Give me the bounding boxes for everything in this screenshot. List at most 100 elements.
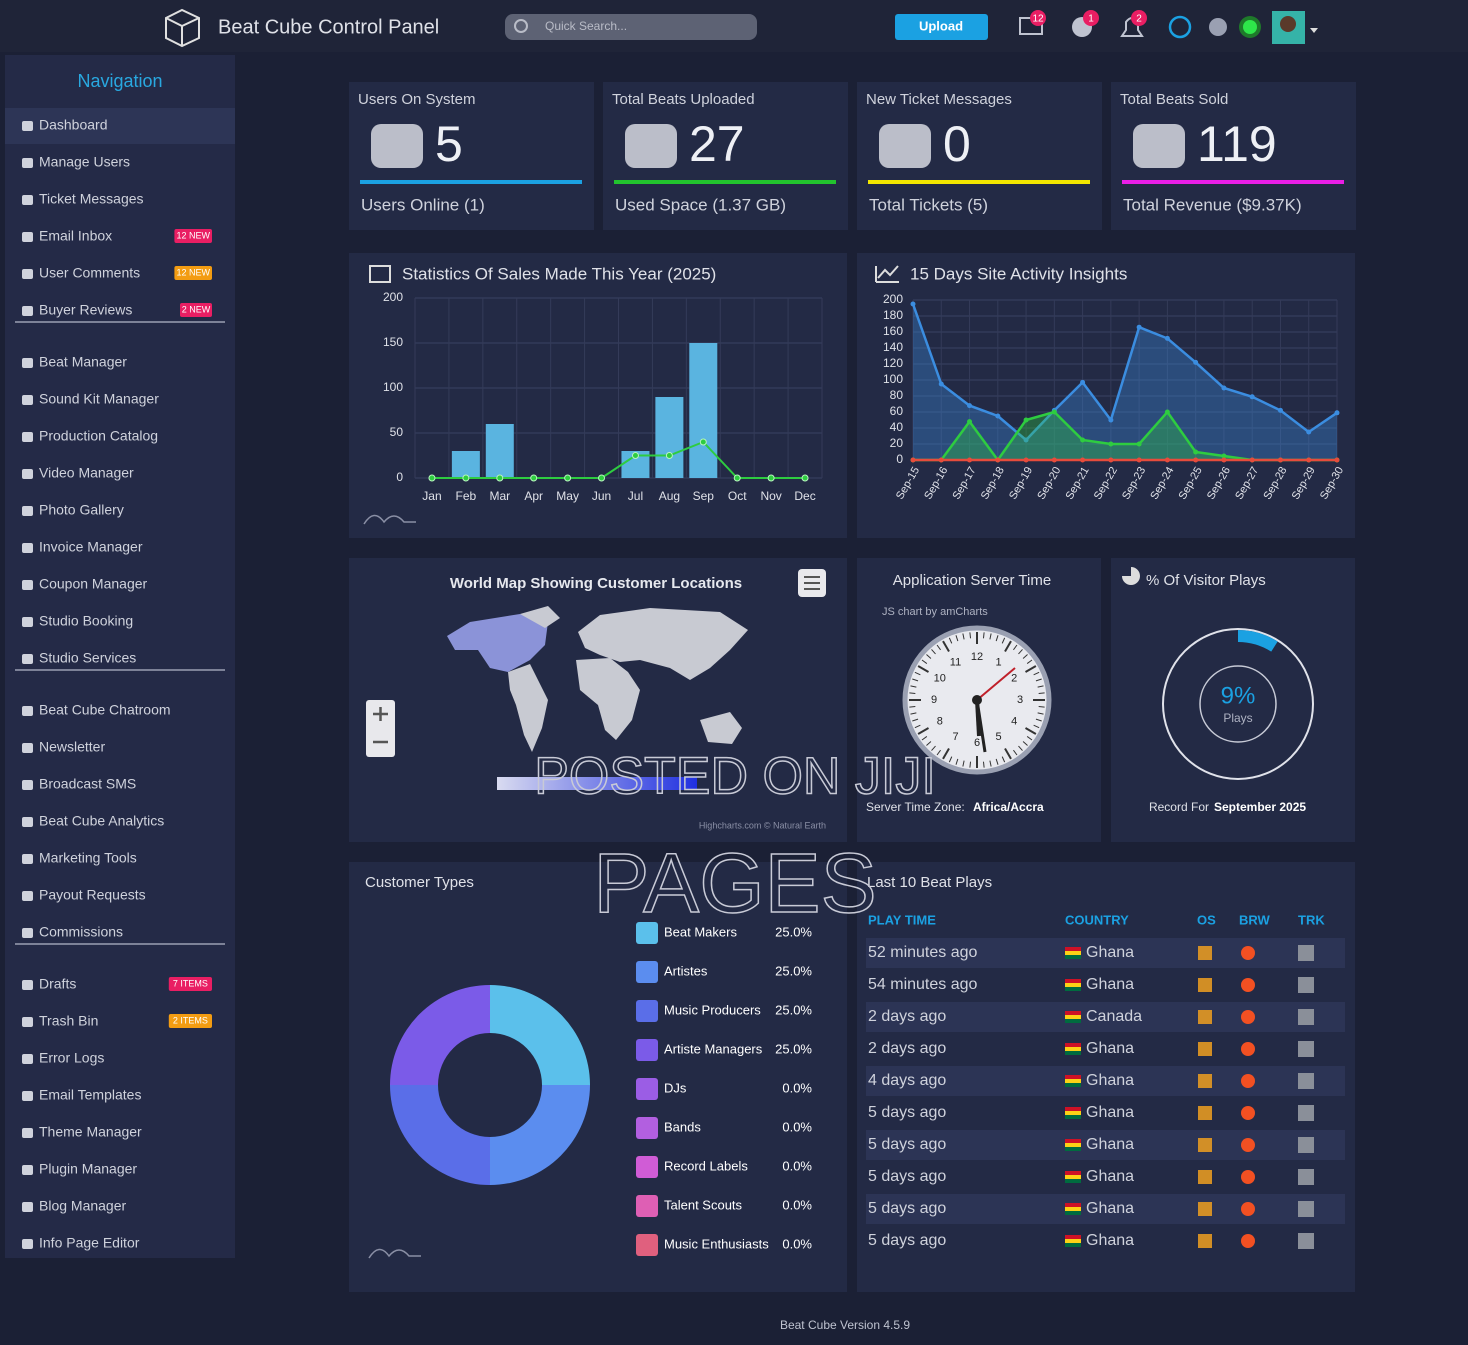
line-point: [1221, 457, 1227, 463]
nav-item[interactable]: Theme Manager: [39, 1124, 142, 1140]
clock-numeral: 5: [995, 731, 1001, 743]
search-box[interactable]: [505, 14, 757, 40]
nav-item[interactable]: Studio Services: [39, 650, 136, 666]
line-point: [1334, 457, 1340, 463]
nav-item[interactable]: User Comments: [39, 265, 140, 281]
nav-item[interactable]: Newsletter: [39, 739, 105, 755]
nav-item[interactable]: Ticket Messages: [39, 191, 144, 207]
clock-tick: [931, 745, 936, 751]
nav-item[interactable]: Buyer Reviews: [39, 302, 132, 318]
flag: [1065, 1015, 1081, 1019]
x-tick-label: Nov: [760, 489, 781, 503]
clock-numeral: 4: [1011, 715, 1017, 727]
nav-item[interactable]: Commissions: [39, 924, 123, 940]
country: Ghana: [1086, 1168, 1134, 1185]
x-tick-label: Mar: [489, 489, 510, 503]
clock-tick: [1035, 718, 1042, 722]
line-point: [1164, 457, 1170, 463]
line-point: [1080, 437, 1086, 443]
os-icon: [1198, 1170, 1212, 1184]
nav-item[interactable]: Beat Cube Chatroom: [39, 702, 171, 718]
upload-button[interactable]: [895, 14, 988, 40]
os-icon: [1198, 1138, 1212, 1152]
clock-numeral: 9: [931, 694, 937, 706]
legend-value: 0.0%: [782, 1119, 812, 1134]
line-point: [1080, 379, 1086, 385]
nav-item[interactable]: Payout Requests: [39, 887, 146, 903]
clock-tick: [1004, 640, 1012, 653]
card-footer: Used Space (1.37 GB): [615, 195, 786, 214]
clock-tick: [948, 637, 953, 644]
legend-label: Music Enthusiasts: [664, 1236, 769, 1251]
line-point: [1108, 457, 1114, 463]
nav-item[interactable]: Video Manager: [39, 465, 134, 481]
nav-icon: [22, 817, 33, 827]
clock-tick: [912, 678, 919, 682]
legend-swatch: [636, 922, 658, 944]
clock-tick: [926, 654, 932, 659]
status-dot: [1243, 20, 1257, 34]
nav-item[interactable]: Dashboard: [39, 117, 108, 133]
os-icon: [1198, 946, 1212, 960]
y-tick-label: 100: [383, 380, 403, 394]
play-time: 2 days ago: [868, 1008, 946, 1025]
flag: [1065, 1139, 1081, 1143]
nav-item[interactable]: Sound Kit Manager: [39, 391, 159, 407]
nav-item[interactable]: Email Templates: [39, 1087, 141, 1103]
info-icon[interactable]: [1209, 18, 1227, 36]
nav-item[interactable]: Marketing Tools: [39, 850, 137, 866]
nav-item[interactable]: Broadcast SMS: [39, 776, 136, 792]
line-point: [1221, 453, 1227, 459]
watermark: PAGES: [593, 836, 876, 930]
area: [913, 304, 1337, 460]
help-icon[interactable]: [1168, 15, 1192, 39]
clock-numeral: 8: [937, 715, 943, 727]
clock-tick: [1004, 747, 1012, 760]
badge: [1083, 10, 1099, 26]
nav-icon: [22, 232, 33, 242]
nav-icon: [22, 1165, 33, 1175]
upload-label: Upload: [919, 18, 963, 33]
nav-item[interactable]: Beat Cube Analytics: [39, 813, 164, 829]
line-point: [1108, 417, 1114, 423]
clock-tick: [1022, 654, 1028, 659]
nav-item[interactable]: Trash Bin: [39, 1013, 98, 1029]
legend-value: 25.0%: [775, 1002, 812, 1017]
flag: [1065, 1051, 1081, 1055]
clock-tick: [948, 756, 953, 763]
y-tick-label: 100: [883, 372, 903, 386]
clock-tick: [910, 712, 917, 715]
nav-item[interactable]: Manage Users: [39, 154, 130, 170]
flag: [1065, 1079, 1081, 1083]
nav-item[interactable]: Invoice Manager: [39, 539, 143, 555]
nav-icon: [22, 654, 33, 664]
line-point: [1051, 457, 1057, 463]
nav-item[interactable]: Drafts: [39, 976, 76, 992]
flag: [1065, 1083, 1081, 1087]
flag: [1065, 987, 1081, 991]
nav-item[interactable]: Blog Manager: [39, 1198, 127, 1214]
nav-item[interactable]: Photo Gallery: [39, 502, 124, 518]
nav-item[interactable]: Coupon Manager: [39, 576, 148, 592]
gauge-ring: [1162, 628, 1314, 780]
australia: [700, 712, 742, 744]
x-tick-label: Jul: [628, 489, 643, 503]
bar: [451, 451, 480, 478]
nav-item[interactable]: Studio Booking: [39, 613, 133, 629]
nav-item[interactable]: Plugin Manager: [39, 1161, 137, 1177]
flag: [1065, 955, 1081, 959]
nav-item[interactable]: Email Inbox: [39, 228, 112, 244]
legend-swatch: [636, 1195, 658, 1217]
nav-item[interactable]: Beat Manager: [39, 354, 127, 370]
avatar-caret[interactable]: [1310, 28, 1318, 33]
nav-item[interactable]: Error Logs: [39, 1050, 104, 1066]
nav-item[interactable]: Production Catalog: [39, 428, 158, 444]
track-thumb: [1298, 945, 1314, 961]
nav-icon: [22, 1239, 33, 1249]
play-time: 5 days ago: [868, 1232, 946, 1249]
nav-badge: [168, 977, 212, 991]
card-bar: [614, 180, 836, 184]
nav-item[interactable]: Info Page Editor: [39, 1235, 140, 1251]
legend-swatch: [636, 1039, 658, 1061]
nav-badge-text: 12 NEW: [176, 267, 210, 277]
